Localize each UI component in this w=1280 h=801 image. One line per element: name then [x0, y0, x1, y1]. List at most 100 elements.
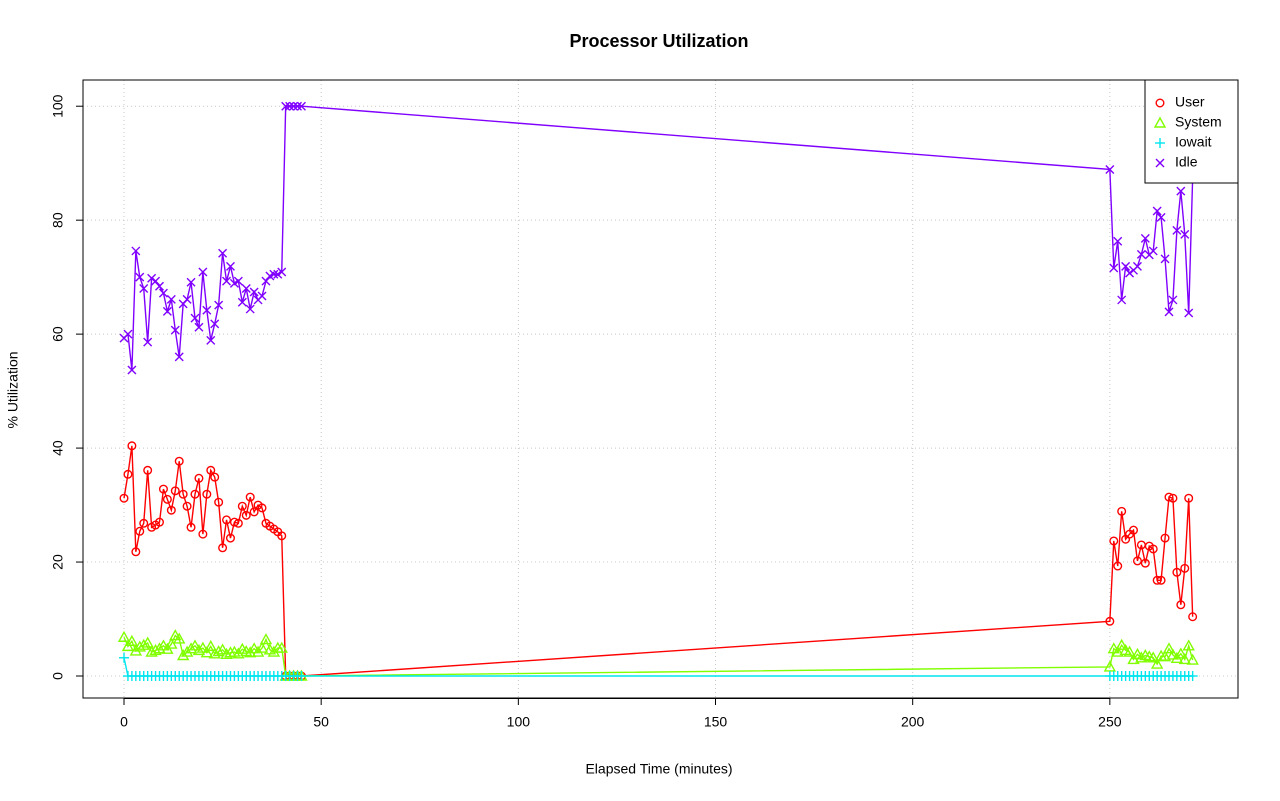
marker	[137, 638, 150, 650]
marker-part	[182, 501, 192, 511]
marker-part	[1123, 645, 1136, 657]
marker	[190, 489, 200, 499]
marker-part	[241, 510, 251, 520]
marker	[214, 497, 224, 507]
marker	[200, 646, 214, 658]
marker	[135, 526, 145, 536]
marker	[145, 645, 158, 657]
marker	[202, 489, 212, 499]
marker	[255, 641, 269, 653]
marker-part	[281, 101, 291, 111]
marker-part	[194, 322, 204, 332]
marker	[1155, 138, 1165, 148]
marker	[173, 632, 186, 644]
y-tick-label: 20	[50, 554, 66, 570]
marker-part	[233, 518, 243, 528]
marker-part	[200, 646, 214, 658]
marker-part	[249, 287, 259, 297]
marker	[180, 645, 194, 657]
marker-part	[141, 636, 154, 648]
marker-part	[158, 484, 168, 494]
marker	[277, 267, 287, 277]
marker	[257, 291, 267, 301]
x-tick-label: 150	[704, 714, 728, 730]
marker	[196, 641, 210, 653]
marker-part	[166, 505, 176, 515]
marker	[1113, 236, 1123, 246]
marker	[293, 101, 303, 111]
marker	[1135, 651, 1148, 663]
marker	[222, 515, 232, 525]
marker-part	[1155, 98, 1165, 108]
marker-part	[293, 101, 303, 111]
marker-part	[289, 101, 299, 111]
marker-part	[259, 633, 273, 645]
marker-part	[143, 465, 153, 475]
marker-part	[184, 642, 198, 654]
marker	[139, 518, 149, 528]
marker	[127, 365, 137, 375]
marker	[218, 543, 228, 553]
marker	[198, 529, 208, 539]
marker-part	[176, 649, 190, 661]
marker	[174, 352, 184, 362]
marker-part	[188, 639, 202, 651]
marker-part	[1182, 639, 1195, 651]
marker-part	[139, 518, 149, 528]
marker-part	[1121, 261, 1131, 271]
marker-part	[155, 281, 164, 291]
marker-part	[198, 529, 208, 539]
marker-part	[194, 473, 204, 483]
marker-part	[153, 642, 166, 654]
marker-part	[190, 313, 200, 323]
marker	[296, 671, 307, 682]
marker	[204, 639, 217, 652]
marker-part	[1152, 575, 1162, 585]
marker-part	[210, 472, 220, 482]
marker-part	[202, 489, 212, 499]
marker-part	[162, 494, 172, 504]
marker	[1158, 650, 1172, 662]
marker	[229, 517, 239, 527]
marker-part	[210, 319, 220, 329]
marker	[186, 522, 196, 532]
marker-part	[127, 441, 137, 451]
marker-part	[1184, 308, 1194, 318]
marker-part	[1152, 206, 1162, 216]
marker	[225, 261, 235, 271]
marker	[158, 288, 168, 298]
marker	[275, 641, 288, 653]
marker	[1105, 616, 1115, 626]
marker	[277, 531, 287, 541]
marker	[1160, 254, 1170, 264]
marker	[1184, 308, 1194, 318]
marker-part	[1103, 660, 1117, 672]
marker-part	[135, 272, 145, 282]
marker	[257, 503, 267, 513]
marker	[1132, 556, 1142, 566]
y-tick-label: 80	[50, 212, 66, 228]
marker	[1164, 307, 1174, 317]
marker-part	[157, 639, 170, 651]
marker	[261, 276, 271, 286]
marker	[1148, 544, 1158, 554]
marker	[147, 273, 157, 283]
marker	[259, 633, 273, 645]
marker	[1117, 295, 1127, 305]
marker-part	[123, 329, 133, 339]
marker	[1176, 186, 1186, 196]
marker	[218, 248, 228, 258]
marker-part	[1117, 506, 1127, 516]
y-axis-label: % Utilization	[5, 351, 21, 428]
marker	[1180, 563, 1190, 573]
marker-part	[1105, 164, 1115, 174]
marker	[141, 636, 154, 648]
marker	[1168, 493, 1178, 503]
x-tick-label: 200	[901, 714, 925, 730]
marker	[131, 547, 141, 557]
marker	[220, 647, 233, 660]
marker-part	[1180, 229, 1190, 239]
marker-part	[1109, 536, 1119, 546]
marker-part	[1188, 612, 1198, 622]
